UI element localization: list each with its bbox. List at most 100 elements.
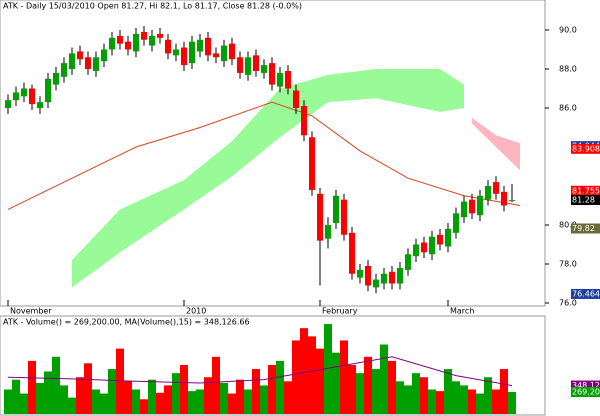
volume-bar [380,344,388,414]
candle-body [85,57,91,69]
volume-bar [460,385,468,414]
volume-bar [428,389,436,414]
volume-bar [284,381,292,414]
y-tick-label: 86.0 [559,104,577,113]
volume-bar [340,340,348,414]
candle-body [477,195,483,216]
candle-body [381,273,387,284]
candle-body [181,47,187,66]
candle-body [509,200,515,202]
candle-body [413,244,419,257]
candle-body [389,271,395,284]
candle-body [405,254,411,270]
volume-bar [60,385,68,414]
volume-bar [252,369,260,414]
candle-body [221,45,227,62]
chart-title: ATK - Daily 15/03/2010 Open 81.27, Hi 82… [3,2,302,11]
candle-body [53,72,59,85]
volume-bar [180,364,188,414]
volume-bar [148,379,156,414]
volume-bar [76,377,84,414]
volume-bar [132,389,140,414]
volume-bar [116,348,124,414]
candle-body [93,57,99,71]
volume-bar [204,377,212,414]
candle-body [13,92,19,101]
price-marker [571,223,600,234]
candle-body [237,57,243,73]
volume-bar [292,340,300,414]
candle-body [437,234,443,245]
candle-body [421,242,427,253]
volume-bar [268,364,276,414]
volume-bar [484,377,492,414]
volume-bar [500,369,508,414]
price-marker [571,185,600,196]
volume-bar [52,356,60,414]
volume-bar [492,389,500,414]
volume-bar [316,348,324,414]
candle-body [45,78,51,103]
volume-bar [300,328,308,414]
volume-bar [44,371,52,414]
candle-body [5,100,11,108]
price-marker [571,143,600,154]
candle-body [197,39,203,52]
volume-bar [36,382,44,414]
volume-bar [220,382,228,414]
volume-bar [100,393,108,414]
candle-body [293,90,299,108]
candle-body [309,137,315,190]
candle-body [301,106,307,136]
volume-bar [404,385,412,414]
candle-body [269,63,275,85]
candle-body [109,37,115,50]
volume-bar [196,389,204,414]
volume-title: ATK - Volume() = 269,200.00, MA(Volume()… [3,318,250,327]
volume-bar [508,391,516,414]
candle-body [133,33,139,52]
candle-body [205,37,211,56]
volume-bar [468,389,476,414]
candle-body [349,232,355,274]
candle-body [37,102,43,108]
volume-bar [172,373,180,414]
candle-body [125,41,131,50]
volume-bar [444,369,452,414]
price-marker-label: 76.4642 [572,289,600,298]
volume-bar [228,393,236,414]
price-marker [571,288,600,299]
candle-body [469,199,475,214]
price-marker-label: 83.908 [572,144,600,153]
volume-bar [260,385,268,414]
volume-bar [364,356,372,414]
volume-bar [4,389,12,414]
candle-body [69,53,75,69]
candle-body [77,51,83,60]
price-marker-label: 81.755 [572,186,600,195]
candle-body [485,186,491,200]
candle-body [333,195,339,224]
volume-bar [356,373,364,414]
y-tick-label: 90.0 [559,26,577,35]
x-tick-label: 2010 [186,307,206,316]
candle-body [261,65,267,73]
volume-bar [436,391,444,414]
volume-ma [7,356,513,387]
volume-bar [156,392,164,414]
candle-body [341,199,347,235]
volume-bar [140,399,148,414]
volume-marker [571,380,600,391]
candle-body [429,236,435,255]
price-marker-label: 81.28 [572,196,595,205]
cloud [472,117,520,171]
volume-bar [388,360,396,414]
volume-bar [28,360,36,414]
volume-bar [164,385,172,414]
price-marker-label: 79.82 [572,224,595,233]
candle-body [189,41,195,64]
volume-bar [68,397,76,414]
candle-body [461,201,467,218]
candle-body [229,43,235,60]
volume-marker [571,386,600,397]
